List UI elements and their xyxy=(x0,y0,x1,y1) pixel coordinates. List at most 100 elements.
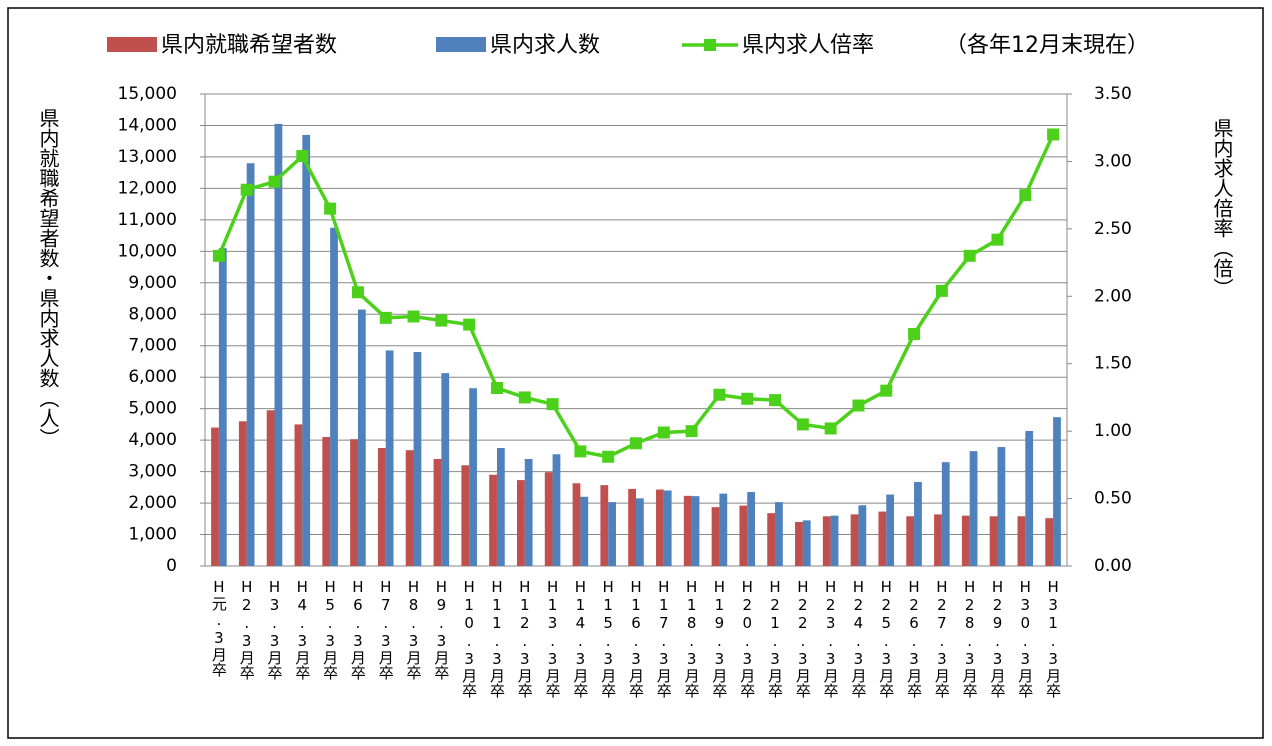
marker xyxy=(240,183,253,196)
bar xyxy=(461,465,470,566)
marker xyxy=(630,437,642,450)
y2-tick-label: 3.00 xyxy=(1094,151,1132,171)
bar xyxy=(886,494,895,566)
bar xyxy=(636,498,644,566)
x-tick-label: H14.3月卒 xyxy=(571,578,589,698)
bar xyxy=(914,481,922,566)
marker xyxy=(435,314,448,327)
marker xyxy=(379,311,392,324)
y-tick-label: 4,000 xyxy=(128,430,177,450)
bar xyxy=(413,352,422,566)
marker xyxy=(296,150,309,163)
x-tick-label: H4.3月卒 xyxy=(293,578,311,680)
marker xyxy=(463,318,476,331)
marker xyxy=(490,381,503,394)
bar xyxy=(719,493,728,566)
x-tick-label: H2.3月卒 xyxy=(238,578,256,680)
x-tick-label: H19.3月卒 xyxy=(710,578,728,698)
note: （各年12月末現在） xyxy=(945,33,1149,58)
bar xyxy=(377,448,386,566)
x-tick-label: H13.3月卒 xyxy=(544,578,562,698)
marker xyxy=(713,388,726,401)
bar xyxy=(552,454,561,566)
bar xyxy=(580,496,589,566)
x-tick-label: H12.3月卒 xyxy=(516,578,534,698)
bar xyxy=(961,515,970,566)
y-axis-title: 県内就職希望者数・県内求人数（人） xyxy=(36,108,60,448)
marker xyxy=(574,445,587,458)
x-tick-label: H5.3月卒 xyxy=(321,578,339,680)
bar xyxy=(350,439,358,566)
y2-axis-title: 県内求人倍率（倍） xyxy=(1210,118,1234,298)
bar xyxy=(496,448,505,566)
y2-tick-label: 2.00 xyxy=(1094,286,1132,306)
legend-label: 県内就職希望者数 xyxy=(161,33,337,58)
y-tick-label: 13,000 xyxy=(118,147,177,167)
bar xyxy=(850,514,859,566)
bar xyxy=(775,502,783,566)
x-tick-label: H23.3月卒 xyxy=(822,578,840,698)
x-tick-label: H3.3月卒 xyxy=(266,578,284,680)
bar xyxy=(544,472,553,566)
x-tick-label: H22.3月卒 xyxy=(794,578,812,698)
bar xyxy=(1017,516,1026,566)
bar xyxy=(524,459,533,566)
legend-label: 県内求人倍率 xyxy=(742,33,874,58)
bar xyxy=(302,134,311,566)
legend-swatch xyxy=(436,37,486,52)
marker xyxy=(351,286,364,299)
marker xyxy=(685,425,698,438)
legend-swatch xyxy=(107,37,157,52)
y-tick-label: 0 xyxy=(166,556,177,576)
bar xyxy=(218,248,227,567)
x-tick-label: H11.3月卒 xyxy=(488,578,506,698)
x-tick-label: H20.3月卒 xyxy=(738,578,756,698)
x-tick-label: H15.3月卒 xyxy=(599,578,617,698)
marker xyxy=(268,175,281,188)
marker xyxy=(1047,128,1060,141)
bar xyxy=(711,507,720,566)
bar xyxy=(934,514,942,566)
bar xyxy=(941,462,950,566)
x-tick-label: H10.3月卒 xyxy=(460,578,478,698)
x-tick-label: H27.3月卒 xyxy=(933,578,951,698)
marker xyxy=(935,284,948,297)
bar xyxy=(385,350,394,566)
x-tick-label: H29.3月卒 xyxy=(988,578,1006,698)
x-tick-label: H8.3月卒 xyxy=(405,578,423,680)
y-tick-label: 15,000 xyxy=(118,84,177,104)
marker xyxy=(963,249,976,262)
bar xyxy=(322,436,331,566)
bar xyxy=(516,480,525,566)
y2-tick-label: 0.50 xyxy=(1094,489,1132,509)
bar xyxy=(469,388,477,566)
bar xyxy=(266,410,275,566)
marker xyxy=(796,418,809,431)
bar xyxy=(683,495,692,566)
marker xyxy=(991,233,1004,246)
x-tick-label: H16.3月卒 xyxy=(627,578,645,698)
bar xyxy=(274,123,283,566)
y-tick-label: 10,000 xyxy=(118,241,177,261)
bar xyxy=(795,521,803,566)
marker xyxy=(602,450,615,463)
y-tick-label: 7,000 xyxy=(128,336,177,356)
bar xyxy=(656,489,664,566)
bar xyxy=(246,163,255,566)
bar xyxy=(739,505,748,566)
bar xyxy=(691,496,700,566)
x-tick-label: H9.3月卒 xyxy=(432,578,450,680)
x-tick-label: H17.3月卒 xyxy=(655,578,673,698)
y-tick-label: 3,000 xyxy=(128,462,177,482)
bar xyxy=(357,309,366,566)
x-tick-label: H26.3月卒 xyxy=(905,578,923,698)
x-tick-label: H31.3月卒 xyxy=(1044,578,1062,698)
y2-tick-label: 1.00 xyxy=(1094,421,1132,441)
bar xyxy=(747,492,756,566)
marker xyxy=(824,422,837,435)
y-tick-label: 12,000 xyxy=(118,178,177,198)
bar xyxy=(330,227,338,566)
bar xyxy=(572,483,581,566)
marker xyxy=(880,384,893,397)
y2-tick-label: 1.50 xyxy=(1094,354,1132,374)
